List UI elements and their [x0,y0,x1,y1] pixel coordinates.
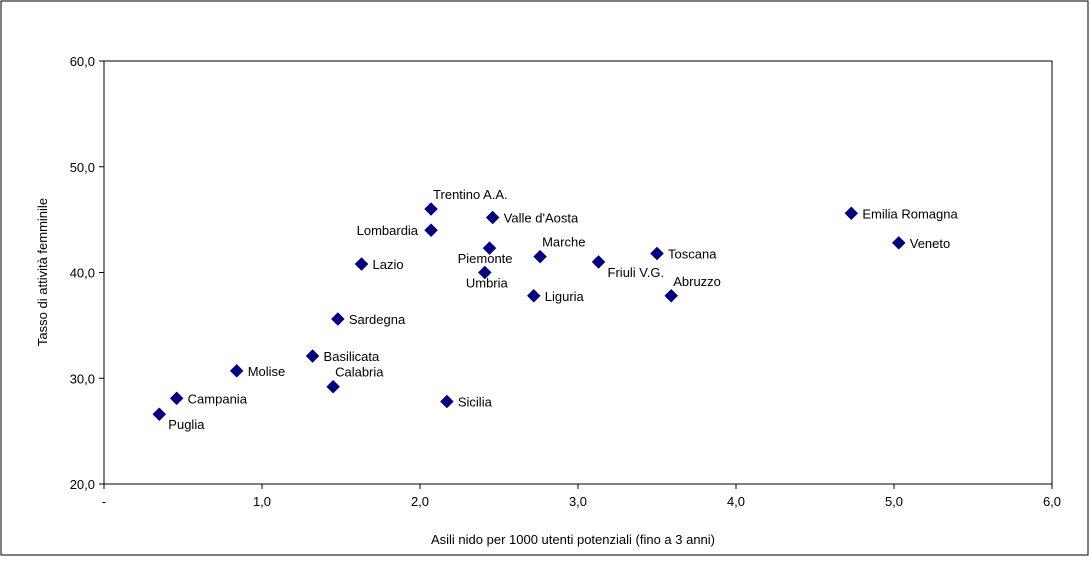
data-point-marker [844,206,859,221]
data-point-label: Friuli V.G. [608,265,665,280]
y-tick-label: 50,0 [70,160,95,175]
data-point-marker [354,257,369,271]
data-point-marker [591,255,606,269]
data-point-marker [891,236,906,250]
data-point-label: Lazio [373,257,404,272]
x-tick-label: 2,0 [411,494,429,509]
data-point-label: Valle d'Aosta [504,211,579,226]
data-point-marker [152,407,167,422]
data-point-label: Piemonte [458,251,513,266]
x-tick-label: 5,0 [885,494,903,509]
data-point-label: Lombardia [357,223,419,238]
y-tick-label: 20,0 [70,477,95,492]
plot-area [103,60,1053,485]
data-points [152,202,906,422]
x-tick-label: 6,0 [1043,494,1061,509]
data-point-marker [330,312,345,326]
data-point-label: Campania [188,391,248,406]
data-point-marker [440,394,454,409]
data-point-marker [477,265,492,280]
data-point-label: Basilicata [324,349,380,364]
x-tick-label: 3,0 [569,494,587,509]
data-point-marker [424,202,438,216]
data-point-marker [526,288,541,303]
data-point-label: Emilia Romagna [862,206,958,221]
x-axis-title: Asili nido per 1000 utenti potenziali (f… [431,532,715,547]
data-point-marker [533,249,547,264]
data-point-marker [482,241,497,256]
data-point-label: Toscana [668,246,717,261]
data-point-label: Calabria [335,365,384,380]
x-tick-label: 4,0 [727,494,745,509]
y-tick-label: 40,0 [70,266,95,281]
data-point-marker [169,391,184,406]
data-point-marker [424,223,438,238]
data-point-marker [305,349,320,363]
y-tick-label: 60,0 [70,54,95,69]
data-point-marker [664,288,679,303]
data-point-label: Molise [248,364,286,379]
data-point-label: Marche [542,235,585,250]
data-point-marker [229,363,244,378]
y-tick-label: 30,0 [70,371,95,386]
data-point-label: Sicilia [458,395,493,410]
data-point-label: Veneto [910,236,951,251]
data-point-label: Abruzzo [673,274,721,289]
data-point-marker [326,379,340,394]
data-point-label: Puglia [168,417,205,432]
data-point-marker [650,246,664,261]
data-point-label: Liguria [545,289,585,304]
x-axis: - 1,0 2,0 3,0 4,0 5,0 6,0 [102,484,1061,509]
y-axis-title: Tasso di attività femminile [35,198,50,346]
data-point-label: Umbria [466,276,509,291]
x-tick-label: 1,0 [253,494,271,509]
data-point-label: Trentino A.A. [433,187,508,202]
data-point-marker [485,210,500,225]
plot-frame [103,60,1053,485]
data-point-label: Sardegna [349,312,406,327]
x-tick-label: - [102,494,106,509]
y-axis: 20,0 30,0 40,0 50,0 60,0 [70,54,104,492]
